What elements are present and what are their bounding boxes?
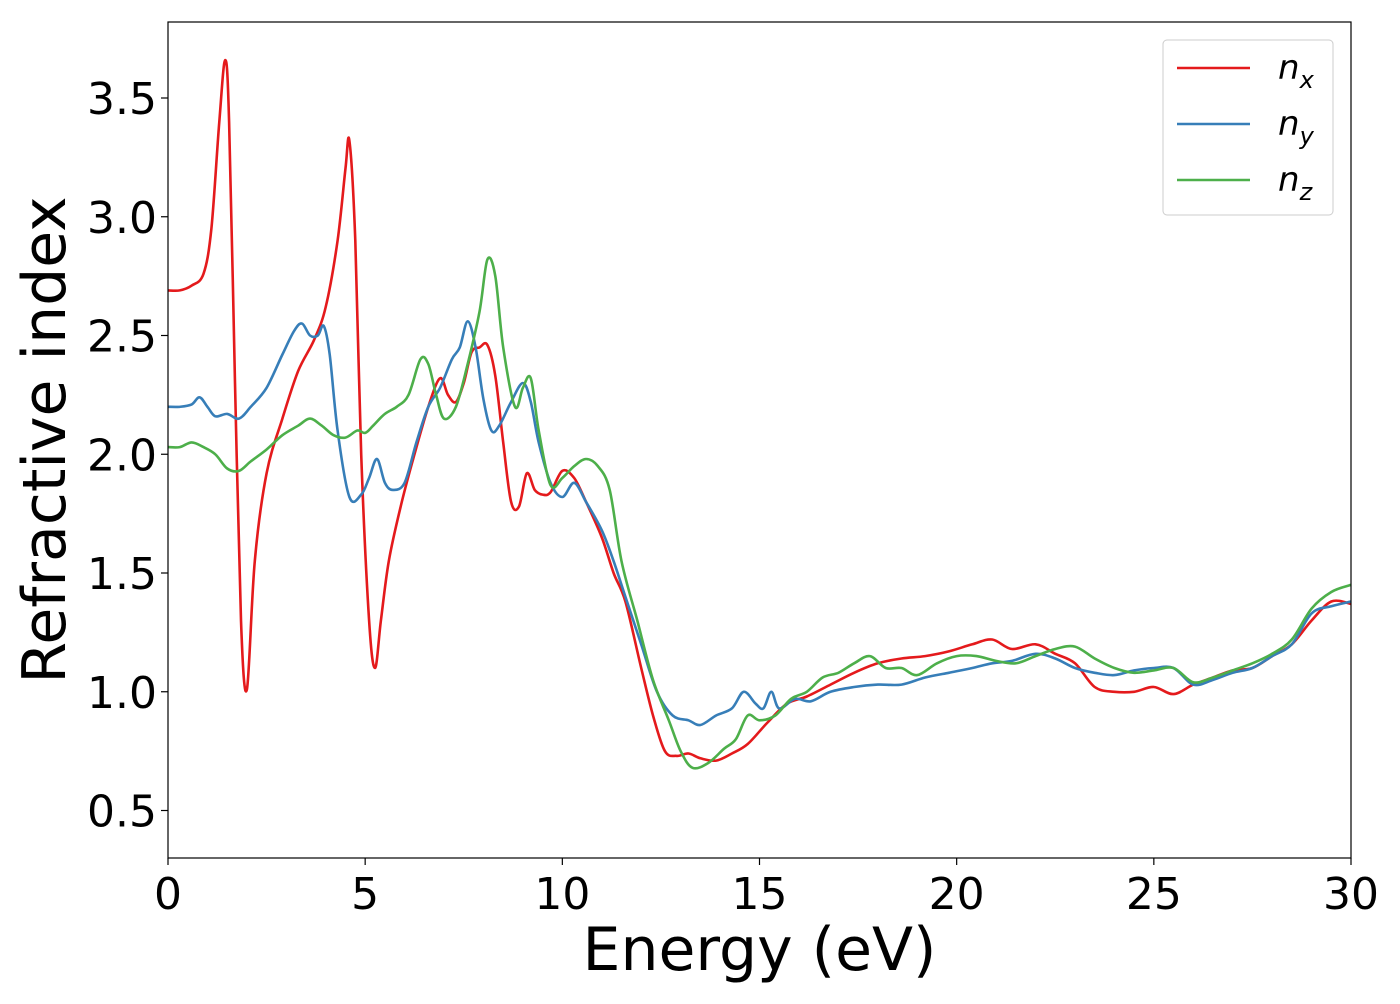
legend-label-subscript: z xyxy=(1299,178,1314,206)
x-axis-label: Energy (eV) xyxy=(583,915,937,985)
y-tick-label: 1.5 xyxy=(87,549,157,600)
legend-label-nx: nx xyxy=(1278,48,1315,94)
y-tick-label: 0.5 xyxy=(87,787,157,838)
x-tick-label: 15 xyxy=(732,869,788,920)
x-tick-label: 20 xyxy=(929,869,985,920)
x-tick-label: 25 xyxy=(1126,869,1182,920)
series-line-nz xyxy=(168,256,1351,770)
y-axis-label: Refractive index xyxy=(10,196,80,683)
x-tick-label: 0 xyxy=(154,869,182,920)
legend-label-nz: nz xyxy=(1278,160,1314,206)
legend-label-base: n xyxy=(1278,104,1300,144)
series-lines xyxy=(168,58,1351,770)
axis-ticks: 0 5 10 15 20 25 30 0.5 1.0 1.5 2.0 2.5 3.0 3.5 xyxy=(87,74,1379,920)
y-tick-label: 3.0 xyxy=(87,193,157,244)
y-tick-label: 2.0 xyxy=(87,430,157,481)
x-tick-label: 30 xyxy=(1323,869,1379,920)
legend-label-subscript: y xyxy=(1299,122,1315,150)
x-tick-label: 10 xyxy=(534,869,590,920)
series-line-ny xyxy=(168,320,1351,727)
legend-label-base: n xyxy=(1278,48,1300,88)
y-tick-label: 3.5 xyxy=(87,74,157,125)
legend-label-subscript: x xyxy=(1299,66,1315,94)
x-tick-label: 5 xyxy=(351,869,379,920)
legend-box xyxy=(1162,39,1334,216)
legend-label-base: n xyxy=(1278,160,1300,200)
y-tick-label: 2.5 xyxy=(87,312,157,363)
legend-label-ny: ny xyxy=(1278,104,1315,150)
y-tick-label: 1.0 xyxy=(87,668,157,719)
